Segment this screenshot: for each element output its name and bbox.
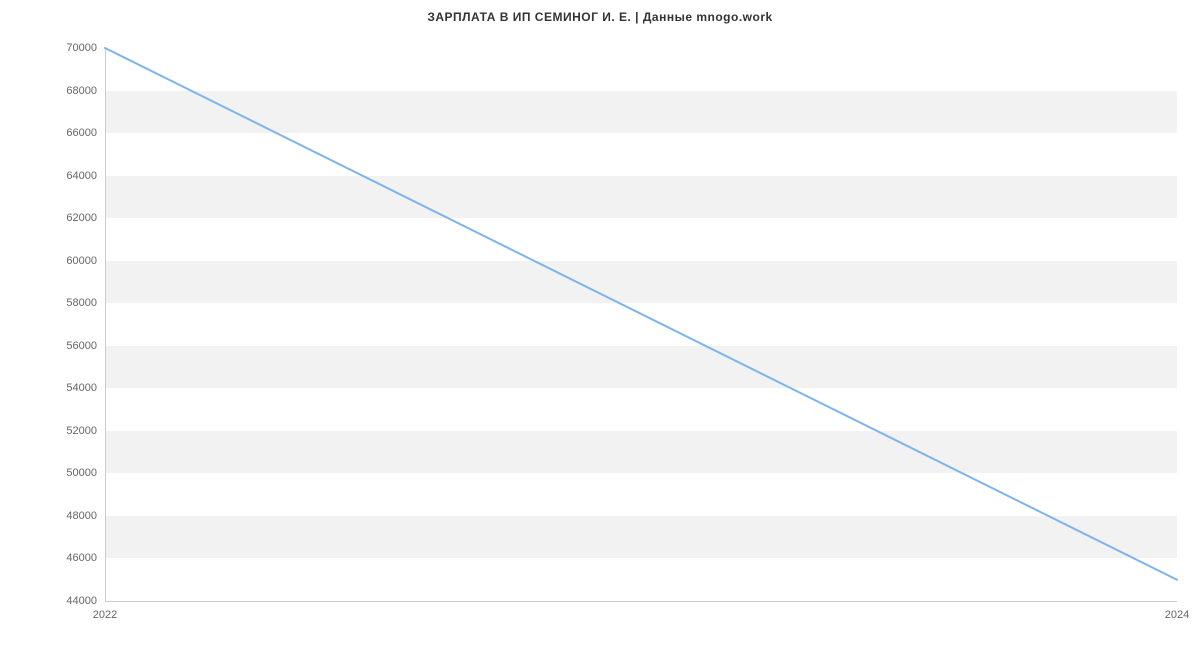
x-tick-label: 2024: [1165, 601, 1189, 621]
y-tick-label: 50000: [66, 467, 105, 479]
y-tick-label: 52000: [66, 425, 105, 437]
y-tick-label: 62000: [66, 212, 105, 224]
x-tick-label: 2022: [93, 601, 117, 621]
y-tick-label: 66000: [66, 127, 105, 139]
y-tick-label: 64000: [66, 170, 105, 182]
y-tick-label: 70000: [66, 42, 105, 54]
chart-title: ЗАРПЛАТА В ИП СЕМИНОГ И. Е. | Данные mno…: [0, 10, 1200, 24]
x-axis-line: [105, 601, 1177, 602]
y-tick-label: 58000: [66, 297, 105, 309]
y-tick-label: 48000: [66, 510, 105, 522]
y-tick-label: 68000: [66, 85, 105, 97]
y-tick-label: 46000: [66, 552, 105, 564]
y-tick-label: 60000: [66, 255, 105, 267]
y-tick-label: 54000: [66, 382, 105, 394]
series-layer: [105, 48, 1177, 601]
chart-plot-area: 4400046000480005000052000540005600058000…: [105, 48, 1177, 601]
series-line-salary: [105, 48, 1177, 580]
y-tick-label: 56000: [66, 340, 105, 352]
